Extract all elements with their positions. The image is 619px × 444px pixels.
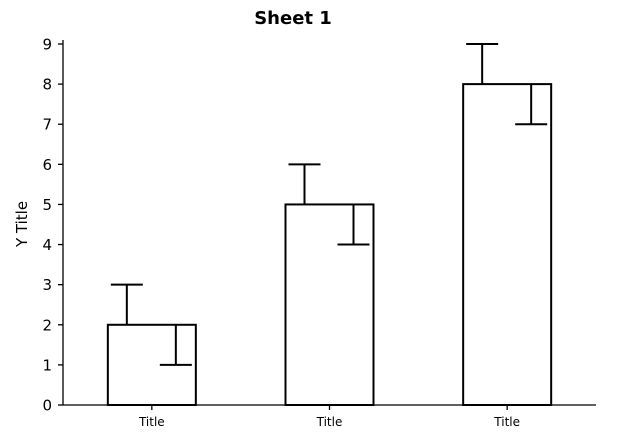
x-tick-label: Title (138, 415, 165, 429)
bars (106, 83, 553, 406)
error-bars (110, 43, 548, 366)
x-tick-label: Title (493, 415, 520, 429)
x-tick-label: Title (316, 415, 343, 429)
y-tick-label: 7 (42, 116, 52, 134)
y-tick-label: 4 (42, 236, 52, 254)
y-tick-label: 5 (42, 196, 52, 214)
y-axis-label: Y Title (13, 201, 31, 248)
y-tick-label: 6 (42, 156, 52, 174)
x-axis-ticks: Title Title Title (138, 405, 520, 429)
bar (284, 203, 375, 406)
y-tick-label: 8 (42, 76, 52, 94)
y-tick-label: 1 (42, 356, 52, 374)
y-tick-label: 2 (42, 316, 52, 334)
y-axis-ticks: 0 1 2 3 4 5 6 7 8 9 (42, 36, 63, 415)
y-tick-label: 9 (42, 36, 52, 54)
y-tick-label: 0 (42, 397, 52, 415)
y-tick-label: 3 (42, 276, 52, 294)
chart-title: Sheet 1 (254, 8, 332, 29)
bar (462, 83, 553, 406)
